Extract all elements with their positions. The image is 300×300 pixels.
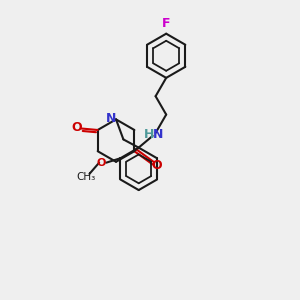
Text: F: F: [162, 17, 170, 30]
Text: N: N: [153, 128, 164, 141]
Text: O: O: [152, 159, 162, 172]
Text: O: O: [71, 122, 82, 134]
Text: N: N: [106, 112, 116, 125]
Text: O: O: [97, 158, 106, 168]
Text: CH₃: CH₃: [77, 172, 96, 182]
Text: H: H: [144, 128, 154, 141]
